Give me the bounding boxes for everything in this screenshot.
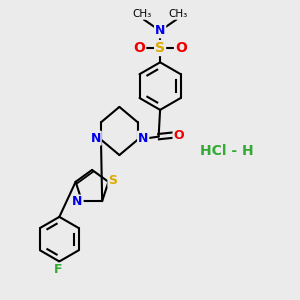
Text: N: N (72, 196, 82, 208)
Text: N: N (138, 132, 148, 145)
Text: F: F (54, 263, 62, 276)
Text: S: S (108, 174, 117, 187)
Text: O: O (175, 41, 187, 55)
Text: HCl - H: HCl - H (200, 145, 254, 158)
Text: CH₃: CH₃ (133, 9, 152, 19)
Text: N: N (155, 24, 165, 37)
Text: N: N (90, 132, 101, 145)
Text: O: O (173, 129, 184, 142)
Text: O: O (134, 41, 145, 55)
Text: S: S (155, 41, 165, 55)
Text: CH₃: CH₃ (168, 9, 188, 19)
